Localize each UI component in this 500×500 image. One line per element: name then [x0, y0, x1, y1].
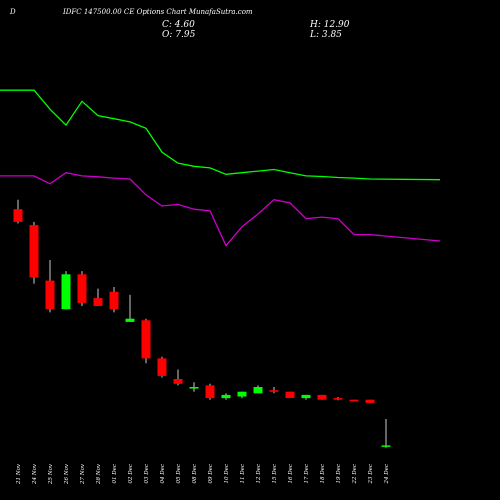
candle-body	[221, 394, 231, 399]
series-line-1	[0, 89, 441, 181]
candle-body	[365, 399, 375, 403]
open-value: O: 7.95	[162, 30, 196, 40]
candle-body	[381, 445, 391, 447]
x-tick-label: 10 Dec	[224, 464, 230, 484]
candle-body	[157, 358, 167, 376]
x-tick-label: 26 Nov	[64, 463, 70, 485]
candle-body	[269, 390, 279, 392]
candle-body	[141, 320, 151, 359]
chart-title: IDFC 147500.00 CE Options Chart MunafaSu…	[63, 8, 253, 16]
candle-body	[301, 394, 311, 399]
candle-body	[109, 291, 119, 310]
candle-body	[61, 274, 71, 310]
x-tick-label: 12 Dec	[256, 464, 262, 484]
x-tick-label: 17 Dec	[304, 464, 310, 484]
site-logo: D	[10, 8, 16, 16]
x-tick-label: 11 Dec	[240, 464, 246, 484]
candle-body	[205, 385, 215, 399]
candle-body	[173, 379, 183, 384]
x-tick-label: 08 Dec	[192, 464, 198, 484]
x-tick-label: 02 Dec	[128, 464, 134, 484]
close-value: C: 4.60	[162, 20, 195, 30]
x-tick-label: 18 Dec	[320, 464, 326, 484]
candle-body	[333, 398, 343, 400]
candle-body	[189, 387, 199, 389]
candle-body	[45, 280, 55, 310]
candle-body	[349, 399, 359, 402]
x-tick-label: 23 Dec	[368, 464, 374, 485]
x-tick-label: 21 Nov	[16, 463, 22, 485]
candle-body	[29, 225, 39, 278]
candle-body	[237, 391, 247, 397]
candle-body	[125, 318, 135, 322]
x-tick-label: 09 Dec	[208, 464, 214, 484]
candle-body	[253, 387, 263, 394]
candle-body	[317, 394, 327, 400]
x-tick-label: 27 Nov	[80, 463, 86, 485]
x-tick-label: 03 Dec	[144, 464, 150, 484]
x-tick-label: 19 Dec	[336, 464, 342, 484]
low-value: L: 3.85	[310, 30, 342, 40]
x-tick-label: 28 Nov	[96, 463, 102, 485]
candle-body	[13, 209, 23, 222]
x-tick-label: 24 Dec	[384, 464, 390, 485]
x-tick-label: 15 Dec	[272, 464, 278, 484]
x-tick-label: 04 Dec	[160, 464, 166, 484]
candle-body	[93, 298, 103, 306]
x-tick-label: 16 Dec	[288, 464, 294, 484]
x-tick-label: 01 Dec	[112, 464, 118, 484]
x-tick-label: 24 Nov	[32, 463, 38, 485]
x-tick-label: 05 Dec	[176, 464, 182, 484]
candle-body	[285, 391, 295, 398]
candle-body	[77, 274, 87, 303]
x-tick-label: 22 Dec	[352, 464, 358, 485]
series-line-2	[0, 172, 441, 247]
x-tick-label: 25 Nov	[48, 463, 54, 485]
high-value: H: 12.90	[310, 20, 350, 30]
